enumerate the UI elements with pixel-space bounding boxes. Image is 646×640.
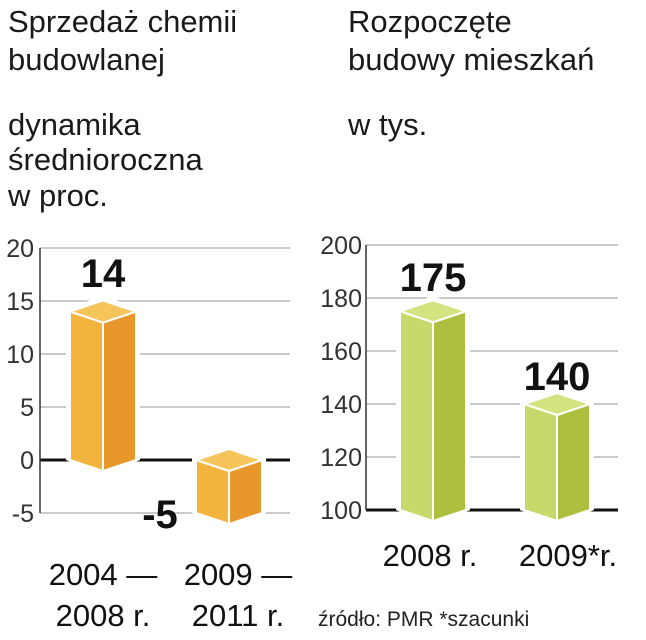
source-note: źródło: PMR *szacunki [318,608,529,631]
data-label: 175 [400,256,467,300]
left-subtitle-line-3: w proc. [7,178,108,213]
y-tick-label: -5 [12,500,34,528]
y-tick-label: 200 [320,232,362,260]
right-subtitle-line-1: w tys. [347,107,427,142]
bar [66,296,140,475]
y-tick-label: 140 [320,391,362,419]
y-tick-label: 20 [6,235,34,263]
y-tick-label: 120 [320,444,362,472]
y-tick-label: 15 [6,288,34,316]
y-tick-label: 10 [6,341,34,369]
y-tick-label: 0 [20,447,34,475]
bar-side-face [556,402,591,523]
left-title-line-2: budowlanej [8,42,165,77]
right-plot: 200 180 160 140 120 100 175 140 [320,232,618,525]
bar-top-face [192,447,266,473]
y-tick-label: 5 [20,394,34,422]
y-tick-label: 160 [320,338,362,366]
bar-front-face [69,310,104,473]
data-label: 14 [81,252,126,296]
category-label: 2004 — [49,557,158,592]
data-label: 140 [524,355,591,399]
category-label: 2008 r. [56,598,151,633]
right-title-line-2: budowy mieszkań [348,42,594,77]
right-chart-title: Rozpoczęte budowy mieszkań w tys. [347,4,594,142]
right-title-line-1: Rozpoczęte [348,4,512,39]
left-chart-title: Sprzedaż chemii budowlanej dynamika śred… [7,4,237,213]
category-label: 2009*r. [519,538,617,573]
left-title-line-1: Sprzedaż chemii [8,4,237,39]
data-label: -5 [142,493,178,537]
bar-side-face [102,310,137,473]
left-plot: 20 15 10 5 0 -5 14 -5 [6,235,290,537]
bar-top-face [396,299,470,324]
y-tick-label: 180 [320,285,362,313]
right-category-labels: 2008 r. 2009*r. [383,538,618,573]
bar-front-face [523,402,558,523]
bar-top-face [66,299,140,324]
left-category-labels: 2004 — 2008 r. 2009 — 2011 r. [49,557,293,633]
y-tick-label: 100 [320,497,362,525]
bar [192,445,266,528]
bar [520,389,594,525]
category-label: 2008 r. [383,538,478,573]
bar-front-face [399,309,434,523]
bar-side-face [432,309,467,523]
category-label: 2009 — [184,557,293,592]
bar [396,296,470,525]
left-subtitle-line-2: średnioroczna [8,142,203,177]
left-subtitle-line-1: dynamika [8,107,141,142]
bar-top-face [520,391,594,417]
category-label: 2011 r. [192,598,285,633]
